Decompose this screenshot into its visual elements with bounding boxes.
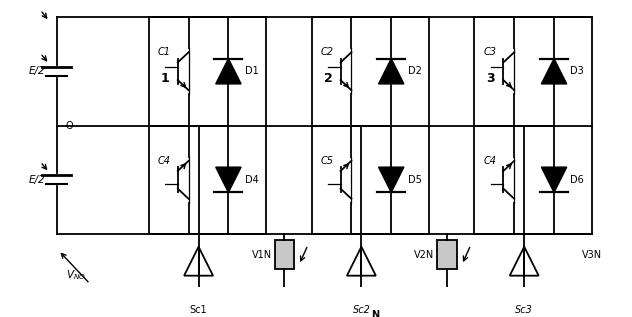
- Bar: [475, 17, 592, 234]
- Polygon shape: [379, 59, 404, 84]
- Text: 3: 3: [487, 72, 495, 85]
- Bar: [274, 240, 295, 269]
- Text: V3N: V3N: [582, 250, 602, 260]
- Polygon shape: [347, 247, 376, 276]
- Bar: [437, 240, 458, 269]
- Text: D5: D5: [408, 175, 422, 185]
- Text: D6: D6: [570, 175, 584, 185]
- Text: 1: 1: [161, 72, 169, 85]
- Bar: [149, 17, 267, 234]
- Text: D1: D1: [245, 66, 258, 76]
- Bar: [312, 17, 429, 234]
- Text: Sc3: Sc3: [515, 305, 533, 314]
- Polygon shape: [216, 167, 241, 192]
- Text: Sc1: Sc1: [190, 305, 207, 314]
- Text: D2: D2: [408, 66, 422, 76]
- Text: D3: D3: [570, 66, 584, 76]
- Text: C4: C4: [483, 156, 496, 166]
- Polygon shape: [379, 167, 404, 192]
- Text: E/2: E/2: [28, 175, 45, 185]
- Polygon shape: [542, 59, 567, 84]
- Text: C1: C1: [157, 48, 171, 57]
- Text: 2: 2: [324, 72, 332, 85]
- Text: O: O: [66, 120, 73, 131]
- Text: C2: C2: [320, 48, 333, 57]
- Text: N: N: [371, 310, 379, 317]
- Text: E/2: E/2: [28, 66, 45, 76]
- Polygon shape: [542, 167, 567, 192]
- Polygon shape: [216, 59, 241, 84]
- Text: D4: D4: [245, 175, 258, 185]
- Text: V1N: V1N: [252, 250, 272, 260]
- Text: C5: C5: [320, 156, 333, 166]
- Bar: [605, 240, 624, 269]
- Text: V2N: V2N: [415, 250, 435, 260]
- Polygon shape: [184, 247, 213, 276]
- Polygon shape: [510, 247, 538, 276]
- Text: Sc2: Sc2: [353, 305, 370, 314]
- Text: C3: C3: [483, 48, 496, 57]
- Text: C4: C4: [157, 156, 171, 166]
- Text: $V_{NO}$: $V_{NO}$: [66, 268, 87, 282]
